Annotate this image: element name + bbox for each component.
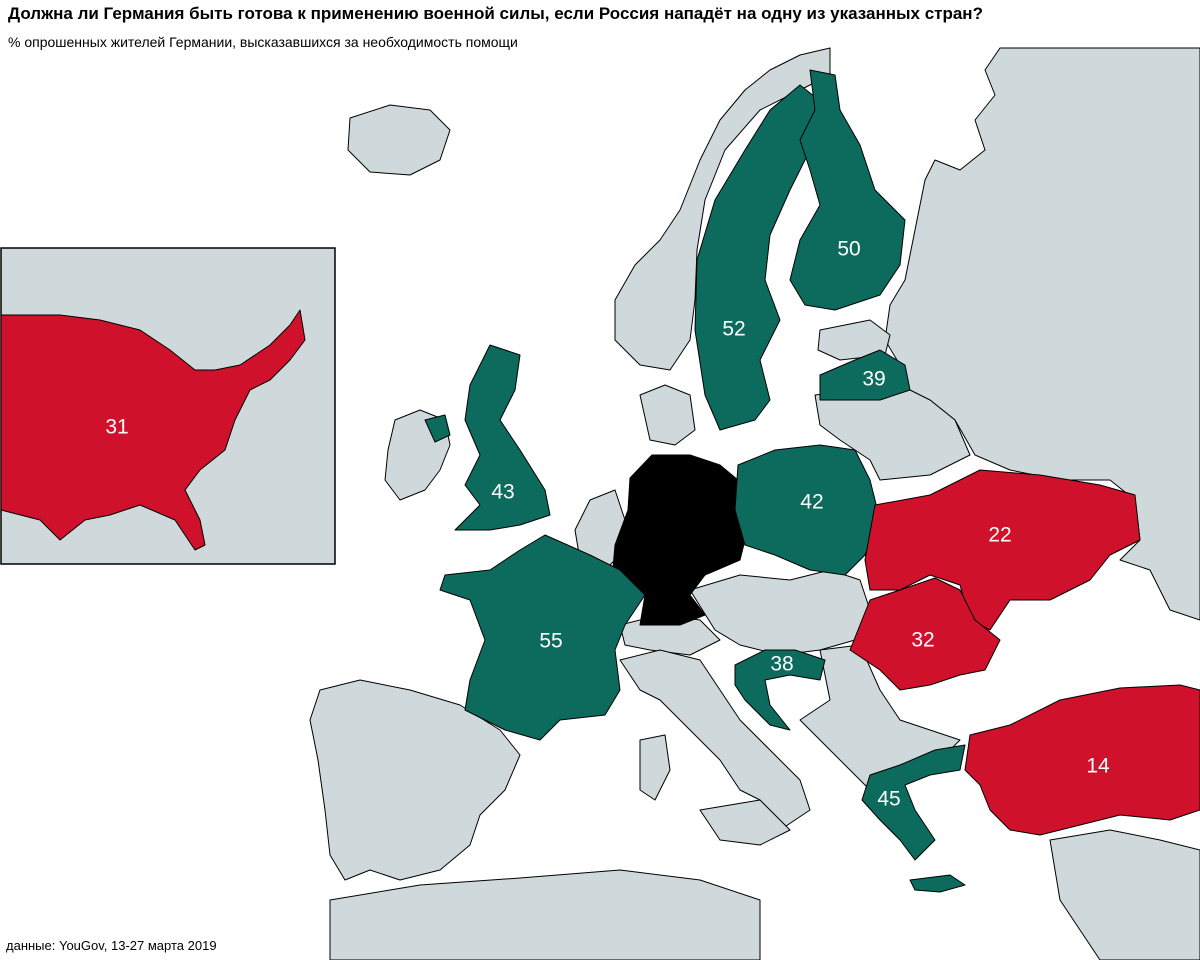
source-note: данные: YouGov, 13-27 марта 2019 (6, 938, 217, 953)
label-croatia: 38 (770, 653, 793, 676)
label-uk: 43 (491, 481, 514, 504)
label-ukraine: 22 (988, 524, 1011, 547)
country-uk (454, 344, 551, 531)
label-greece: 45 (877, 788, 900, 811)
label-sweden: 52 (722, 318, 745, 341)
country-uk-ni (424, 414, 451, 443)
country-croatia (734, 649, 826, 731)
label-romania: 32 (911, 629, 934, 652)
country-greece-crete (909, 874, 966, 893)
background-land (309, 47, 1200, 960)
country-france (439, 534, 646, 741)
country-germany (611, 454, 746, 626)
usa-inset (0, 247, 336, 565)
label-finland: 50 (837, 238, 860, 261)
country-greece (861, 744, 966, 861)
label-usa: 31 (105, 416, 128, 439)
country-turkey (964, 684, 1200, 836)
country-usa (0, 309, 306, 551)
value-labels: 31 55 52 50 45 43 42 39 38 32 22 14 (105, 238, 1110, 811)
country-latvia (819, 349, 911, 401)
country-poland (734, 444, 881, 576)
label-latvia: 39 (862, 368, 885, 391)
label-turkey: 14 (1086, 755, 1110, 778)
label-poland: 42 (800, 491, 823, 514)
map-subtitle: % опрошенных жителей Германии, высказавш… (8, 34, 518, 50)
map-title: Должна ли Германия быть готова к примене… (8, 4, 983, 23)
country-finland (789, 69, 906, 311)
country-romania (849, 577, 1001, 691)
country-sweden (694, 84, 826, 431)
label-france: 55 (539, 630, 562, 653)
